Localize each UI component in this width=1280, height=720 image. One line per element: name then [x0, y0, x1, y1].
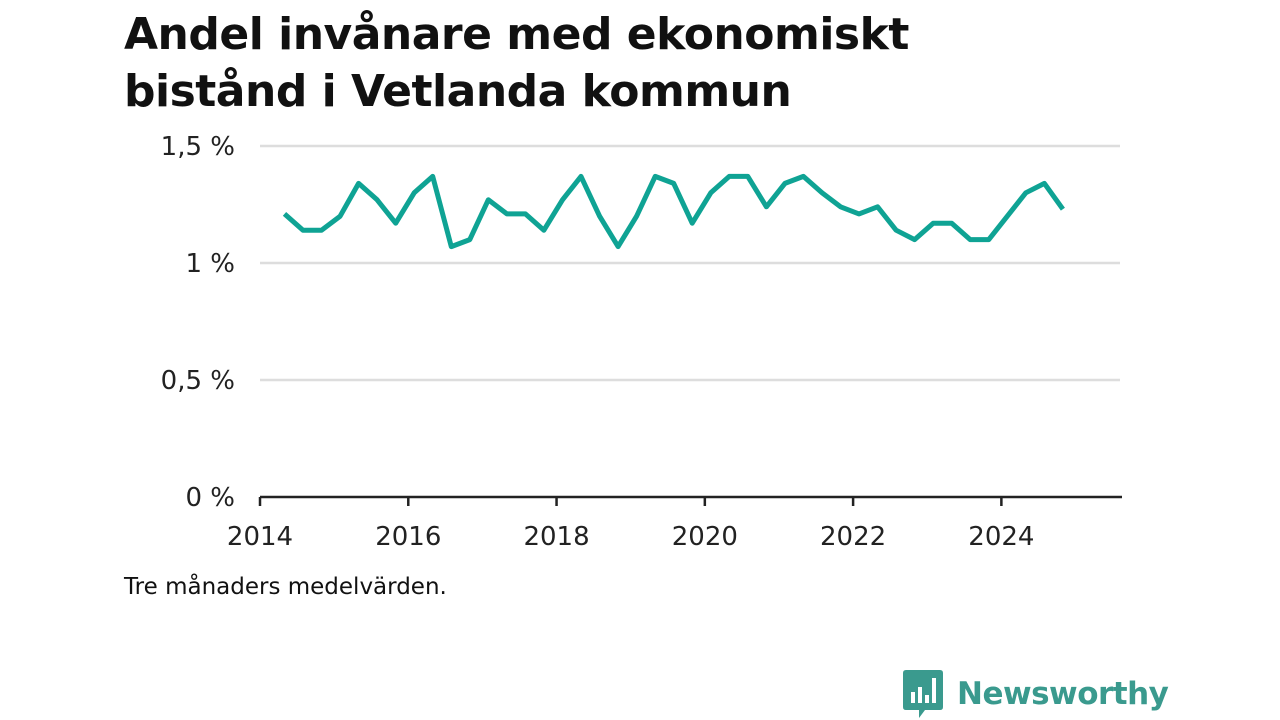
- brand-logo: Newsworthy: [903, 670, 1169, 718]
- x-tick-label: 2024: [968, 522, 1034, 552]
- series-layer: [282, 173, 1065, 250]
- chart-note: Tre månaders medelvärden.: [124, 574, 447, 600]
- bar-chart-bubble-icon: [903, 670, 943, 718]
- x-tick-label: 2022: [820, 522, 886, 552]
- chart-title-line-2: bistånd i Vetlanda kommun: [124, 66, 792, 117]
- brand-name: Newsworthy: [957, 676, 1169, 712]
- x-axis: [258, 495, 1122, 506]
- series-line: [282, 173, 1065, 250]
- gridlines: [260, 144, 1120, 382]
- chart-title: Andel invånare med ekonomiskt bistånd i …: [124, 6, 1124, 120]
- y-tick-label: 1,5 %: [161, 132, 235, 162]
- x-tick-label: 2014: [227, 522, 293, 552]
- y-tick-label: 0,5 %: [161, 366, 235, 396]
- x-tick-label: 2018: [523, 522, 589, 552]
- x-tick-label: 2016: [375, 522, 441, 552]
- y-axis-tick-labels: 0 % 0,5 % 1 % 1,5 %: [161, 132, 235, 513]
- y-tick-label: 0 %: [185, 483, 235, 513]
- chart-title-line-1: Andel invånare med ekonomiskt: [124, 9, 909, 60]
- x-axis-tick-labels: 2014 2016 2018 2020 2022 2024: [227, 522, 1035, 552]
- x-tick-label: 2020: [672, 522, 738, 552]
- y-tick-label: 1 %: [185, 249, 235, 279]
